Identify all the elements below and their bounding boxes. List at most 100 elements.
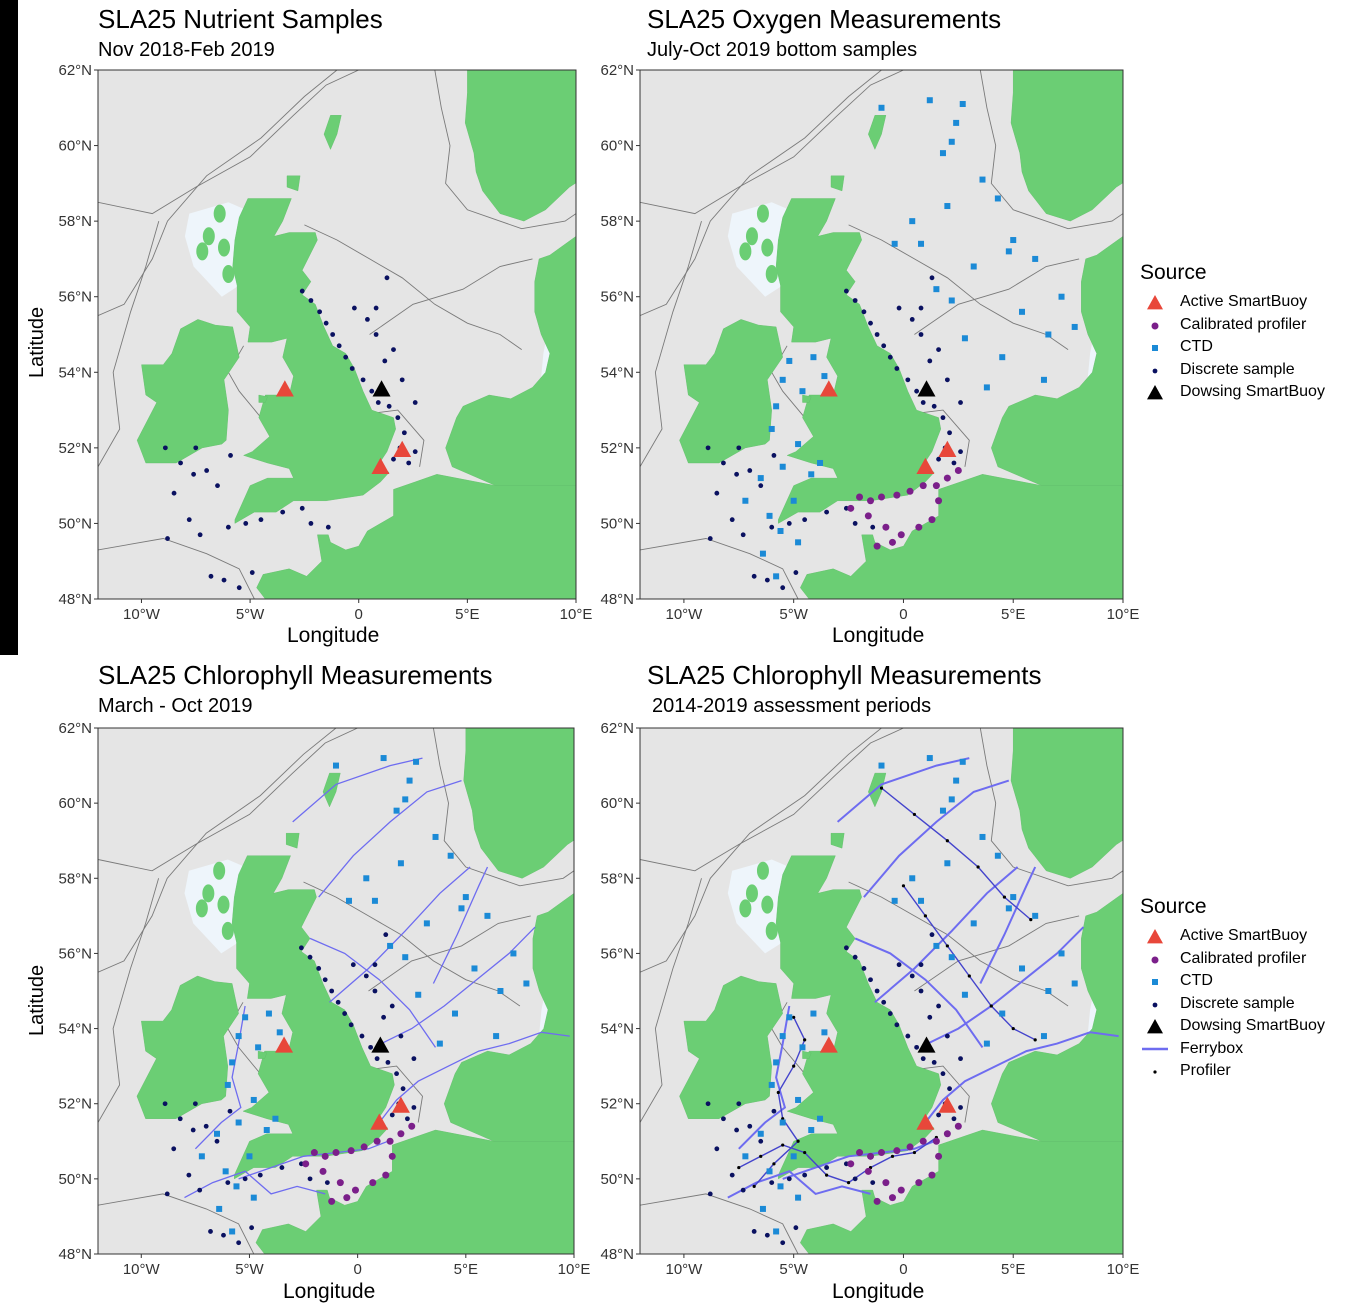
active-smartbuoy-marker [819, 1036, 838, 1053]
ctd-point [742, 1153, 749, 1160]
calibrated-profiler-point [893, 1147, 901, 1155]
discrete-sample-point [868, 977, 873, 983]
discrete-sample-point [225, 524, 231, 530]
discrete-sample-point [881, 343, 887, 349]
island [761, 895, 774, 914]
x-tick-label: 5°E [1001, 606, 1025, 623]
calibrated-profiler-point [408, 1122, 416, 1130]
ferrybox-track [381, 926, 536, 1045]
dowsing-smartbuoy-marker [371, 1036, 390, 1053]
x-tick-label: 5°E [1001, 1261, 1025, 1278]
land-norway [464, 70, 576, 222]
y-tick-label: 62°N [58, 720, 92, 737]
discrete-sample-point [870, 524, 876, 530]
discrete-sample-point [398, 1033, 404, 1039]
discrete-sample-point [298, 945, 304, 951]
ferrybox-track [378, 1031, 570, 1123]
depth-contour [640, 878, 702, 1123]
discrete-sample-point [852, 521, 858, 526]
island [756, 204, 769, 223]
x-tick-label: 10°W [665, 1261, 703, 1278]
calibrated-profiler-point [935, 1152, 943, 1160]
y-tick-label: 62°N [58, 62, 92, 79]
calibrated-profiler-point [906, 487, 914, 495]
panel-title: SLA25 Chlorophyll Measurements [98, 660, 493, 690]
depth-contour [303, 881, 521, 1007]
depth-contour [848, 224, 1069, 350]
discrete-sample-point [382, 358, 388, 364]
discrete-sample-point [936, 456, 941, 462]
discrete-sample-point [874, 988, 880, 994]
calibrated-profiler-point [867, 1152, 875, 1160]
profiler-point [803, 1038, 807, 1042]
legend-source-bottom: Source Active SmartBuoy Calibrated profil… [1140, 895, 1367, 1083]
y-tick-label: 54°N [58, 364, 92, 381]
calibrated-profiler-point [932, 482, 940, 490]
island [756, 861, 769, 880]
calibrated-profiler-point [878, 1149, 885, 1157]
y-tick-label: 60°N [58, 138, 92, 155]
depth-contour [369, 258, 533, 335]
depth-contour [979, 70, 1123, 230]
ctd-point [250, 1096, 257, 1103]
ctd-point [926, 97, 933, 104]
ferrybox-track [782, 1140, 935, 1180]
ctd-point [423, 920, 430, 927]
y-tick-label: 58°N [600, 213, 634, 230]
legend-title: Source [1140, 261, 1207, 284]
island [745, 884, 758, 903]
ctd-point [1058, 950, 1065, 957]
island [202, 227, 215, 246]
land-continent [991, 893, 1123, 1142]
ctd-point [795, 1096, 802, 1103]
ctd-point [229, 1059, 236, 1066]
island [213, 204, 226, 223]
discrete-sample-point [406, 460, 412, 466]
ctd-point [795, 1194, 802, 1201]
discrete-sample-point [780, 585, 786, 591]
island [218, 238, 231, 257]
depth-contour [98, 70, 338, 317]
discrete-sample-point [927, 358, 933, 364]
discrete-sample-point [249, 1225, 255, 1231]
calibrated-profiler-point [882, 523, 890, 531]
ctd-point [1071, 980, 1078, 987]
ctd-point [198, 1153, 205, 1160]
ctd-point [742, 497, 749, 504]
ctd-point [1005, 905, 1012, 912]
ctd-point [779, 376, 786, 383]
discrete-sample-point [381, 1014, 386, 1020]
ctd-point [999, 354, 1006, 361]
ctd-point [773, 403, 780, 410]
discrete-sample-point [383, 932, 389, 938]
ctd-point [933, 942, 940, 949]
ctd-point [759, 550, 766, 557]
depth-contour [914, 915, 1080, 992]
legend-symbol-dsb [1147, 385, 1163, 400]
calibrated-profiler-point [919, 482, 927, 490]
ctd-point [773, 1059, 780, 1066]
legend-item-asb: Active SmartBuoy [1140, 925, 1367, 948]
legend-label: Calibrated profiler [1180, 949, 1307, 967]
depth-contour [640, 538, 799, 599]
legend-label: Discrete sample [1180, 994, 1295, 1012]
ctd-point [393, 807, 400, 814]
discrete-sample-point [918, 305, 924, 311]
y-tick-label: 52°N [58, 440, 92, 457]
discrete-sample-point [391, 456, 396, 462]
ctd-point [790, 497, 797, 504]
discrete-sample-point [372, 988, 378, 994]
discrete-sample-point [929, 275, 935, 281]
legend-symbol-discrete [1152, 1002, 1158, 1008]
legend-key-discrete [1140, 994, 1170, 1014]
ctd-point [891, 240, 898, 247]
discrete-sample-point [918, 988, 924, 994]
discrete-sample-point [705, 1101, 711, 1107]
discrete-sample-point [740, 532, 746, 538]
discrete-sample-point [203, 1123, 209, 1129]
ctd-point [242, 1014, 249, 1021]
ctd-point [233, 1183, 240, 1190]
ctd-point [510, 950, 517, 957]
ctd-point [345, 897, 352, 904]
y-tick-label: 62°N [600, 62, 634, 79]
